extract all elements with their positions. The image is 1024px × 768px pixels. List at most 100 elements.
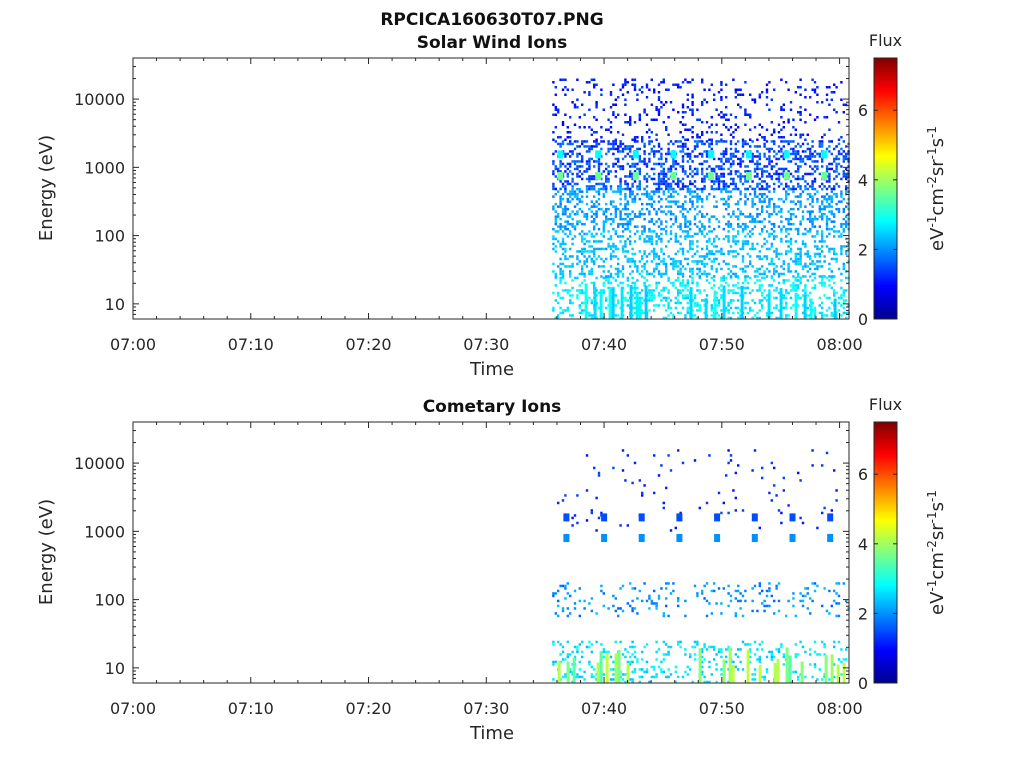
heatmap-cell <box>821 250 824 253</box>
heatmap-cell <box>581 247 584 251</box>
heatmap-cell <box>609 275 613 278</box>
heatmap-cell <box>665 220 668 223</box>
heatmap-cell <box>763 296 766 300</box>
heatmap-cell <box>734 250 737 253</box>
heatmap-cell <box>667 150 670 153</box>
heatmap-cell <box>684 653 687 656</box>
heatmap-cell <box>578 116 581 119</box>
heatmap-cell <box>785 235 788 238</box>
heatmap-cell <box>657 172 661 176</box>
heatmap-cell <box>835 175 838 178</box>
colorbar-label: Flux <box>869 395 902 414</box>
heatmap-cell <box>739 607 742 610</box>
heatmap-cell <box>672 281 675 285</box>
heatmap-cell <box>650 665 653 669</box>
heatmap-cell <box>590 299 593 302</box>
x-tick-label: 07:10 <box>228 699 274 718</box>
heatmap-cell <box>653 296 656 300</box>
heatmap-cell <box>638 260 641 263</box>
heatmap-cell <box>825 197 829 201</box>
heatmap-cell <box>686 284 689 287</box>
heatmap-cell <box>595 118 598 121</box>
heatmap-cell <box>725 262 728 266</box>
heatmap-cell <box>828 227 831 231</box>
x-tick-label: 07:20 <box>345 699 391 718</box>
heatmap-cell <box>665 126 668 129</box>
heatmap-cell <box>573 147 577 151</box>
heatmap-cell <box>614 255 617 258</box>
streak-mark <box>599 289 603 319</box>
heatmap-cell <box>758 279 761 282</box>
heatmap-cell <box>600 584 603 588</box>
heatmap-cell <box>751 152 754 156</box>
heatmap-cell <box>703 227 706 231</box>
heatmap-cell <box>653 267 656 271</box>
heatmap-cell <box>561 210 565 213</box>
heatmap-cell <box>727 461 730 465</box>
heatmap-cell <box>698 195 701 198</box>
heatmap-cell <box>765 140 769 143</box>
heatmap-cell <box>828 250 831 253</box>
heatmap-cell <box>689 172 692 176</box>
heatmap-cell <box>593 175 596 178</box>
heatmap-cell <box>569 612 572 615</box>
heatmap-cell <box>614 205 617 208</box>
heatmap-cell <box>840 648 843 651</box>
heatmap-cell <box>650 289 653 292</box>
heatmap-cell <box>845 167 848 171</box>
heatmap-cell <box>619 217 622 221</box>
heatmap-cell <box>655 182 658 186</box>
heatmap-cell <box>578 200 581 203</box>
heatmap-cell <box>679 640 682 644</box>
heatmap-cell <box>643 157 646 161</box>
heatmap-cell <box>619 192 622 196</box>
heatmap-cell <box>828 247 831 251</box>
heatmap-cell <box>581 640 584 644</box>
heatmap-cell <box>840 660 843 664</box>
heatmap-cell <box>749 185 752 188</box>
heatmap-cell <box>789 289 793 292</box>
heatmap-cell <box>825 98 829 101</box>
heatmap-cell <box>619 240 622 243</box>
heatmap-cell <box>799 118 802 121</box>
heatmap-cell <box>696 142 699 146</box>
heatmap-cell <box>631 286 634 290</box>
heatmap-cell <box>638 167 641 171</box>
heatmap-cell <box>617 147 620 151</box>
heatmap-cell <box>585 190 589 193</box>
heatmap-cell <box>809 217 812 221</box>
heatmap-cell <box>751 599 754 603</box>
heatmap-cell <box>660 587 663 590</box>
heatmap-cell <box>564 170 567 173</box>
heatmap-cell <box>780 643 783 646</box>
heatmap-cell <box>581 311 584 315</box>
heatmap-cell <box>804 172 807 176</box>
heatmap-cell <box>845 152 848 156</box>
heatmap-cell <box>693 301 697 305</box>
heatmap-cell <box>816 160 819 163</box>
heatmap-cell <box>734 185 737 188</box>
heatmap-cell <box>780 150 783 153</box>
heatmap-cell <box>708 281 711 285</box>
heatmap-cell <box>593 240 596 243</box>
heatmap-cell <box>662 170 665 173</box>
heatmap-cell <box>765 147 769 151</box>
heatmap-cell <box>581 142 584 146</box>
heatmap-cell <box>655 604 658 608</box>
streak-mark <box>836 664 840 683</box>
heatmap-cell <box>585 454 589 457</box>
heatmap-cell <box>811 182 814 186</box>
heatmap-cell <box>811 155 814 158</box>
heatmap-cell <box>777 145 781 148</box>
heatmap-cell <box>638 296 641 300</box>
heatmap-cell <box>638 675 641 679</box>
heatmap-cell <box>672 108 675 111</box>
heatmap-cell <box>813 88 817 91</box>
heatmap-cell <box>758 286 761 290</box>
heatmap-cell <box>571 222 574 226</box>
heatmap-cell <box>590 675 593 679</box>
heatmap-cell <box>729 172 733 176</box>
heatmap-cell <box>662 501 665 505</box>
heatmap-cell <box>602 289 605 292</box>
heatmap-cell <box>660 660 663 664</box>
